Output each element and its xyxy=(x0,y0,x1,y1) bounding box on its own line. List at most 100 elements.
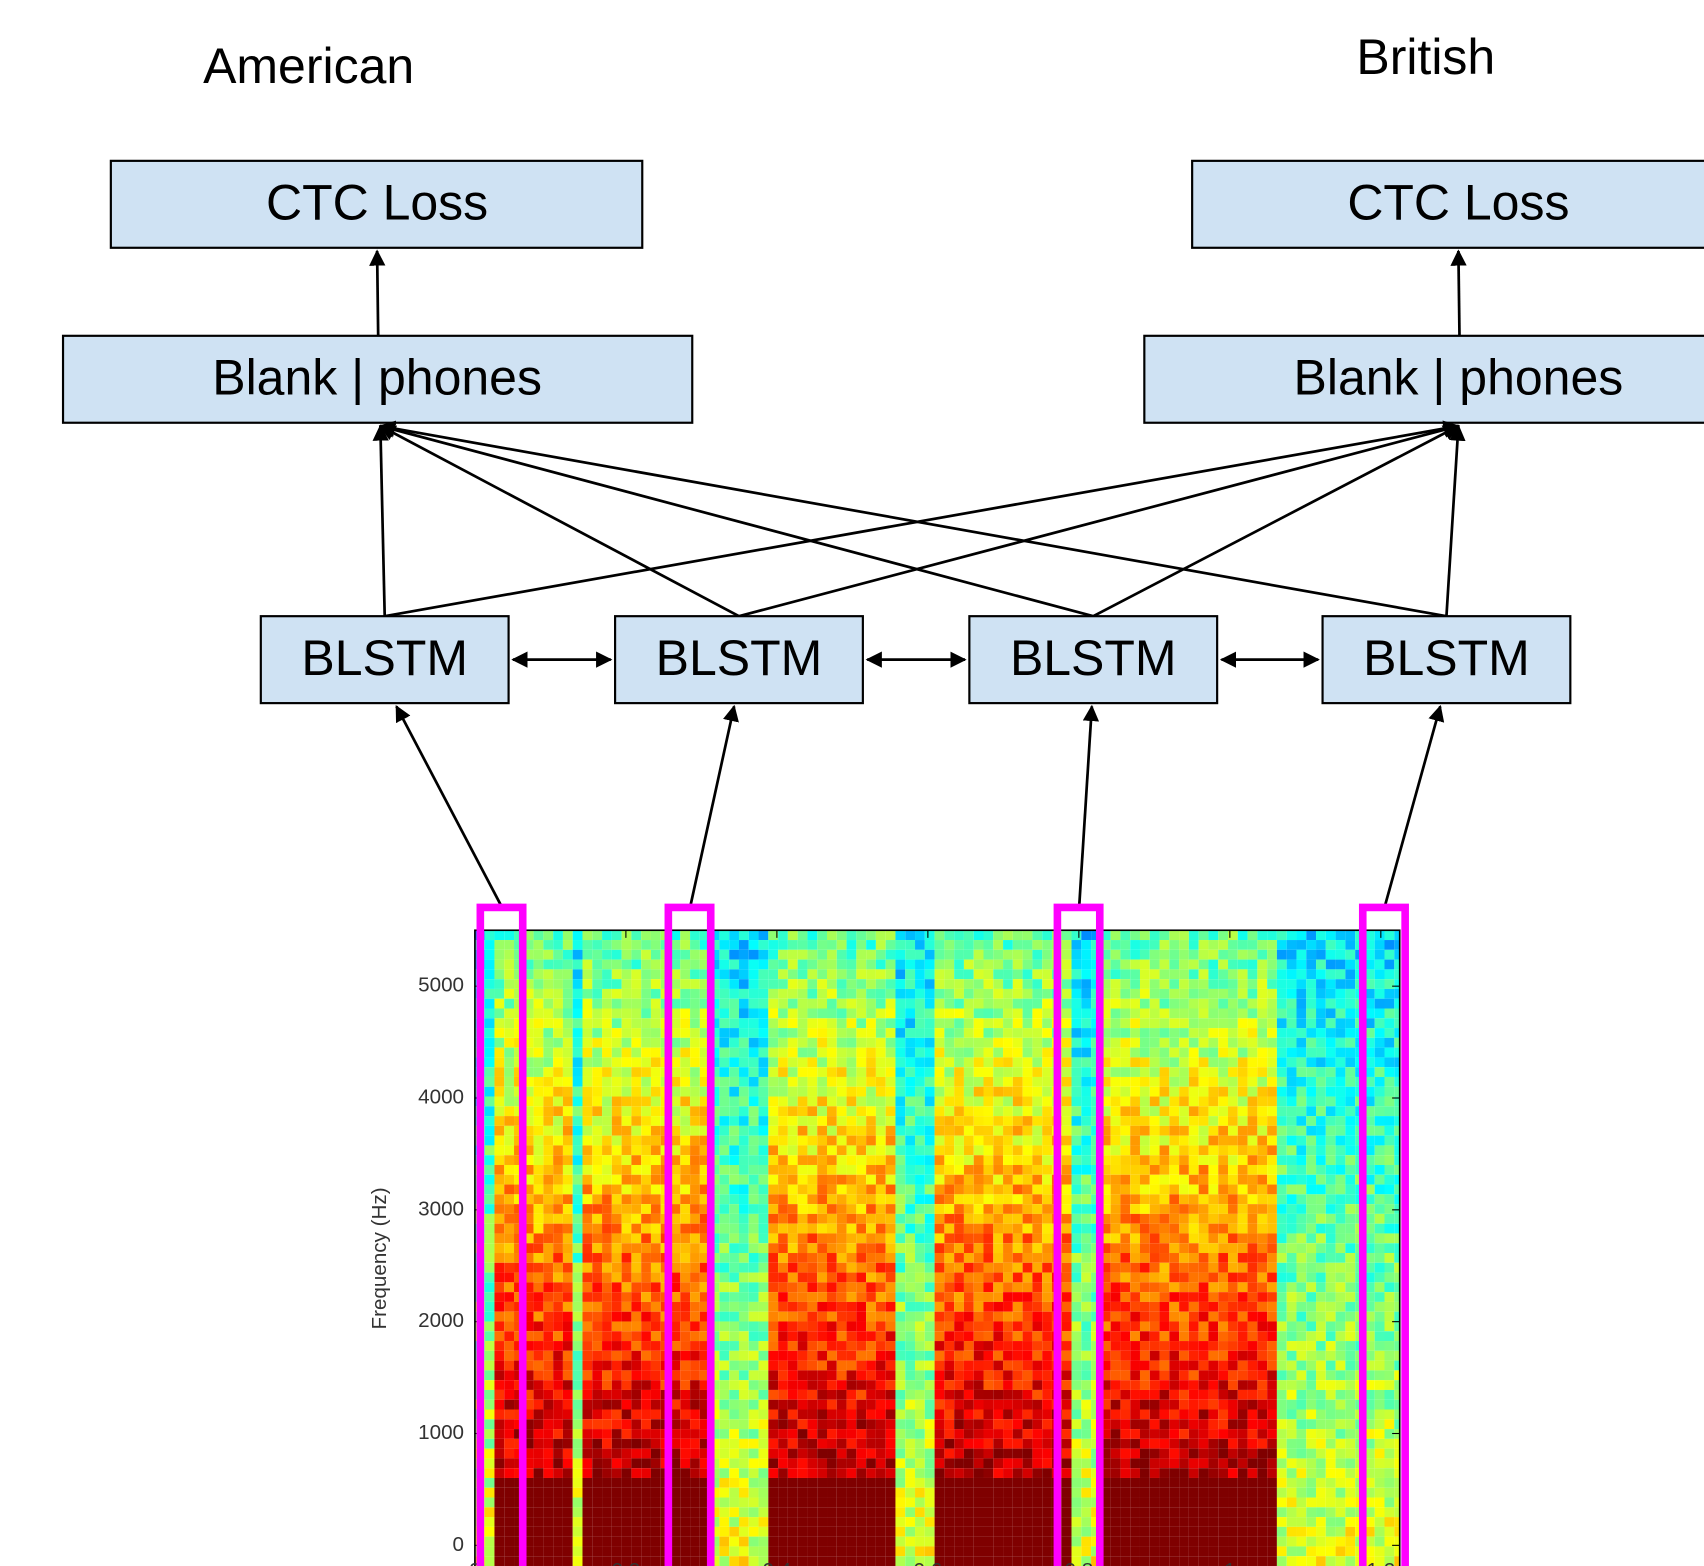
spectrogram-cell xyxy=(690,1008,700,1018)
spectrogram-cell xyxy=(1130,1282,1140,1292)
spectrogram-cell xyxy=(944,1302,954,1312)
spectrogram-cell xyxy=(778,1282,788,1292)
spectrogram-cell xyxy=(749,1116,759,1126)
spectrogram-cell xyxy=(534,999,544,1009)
spectrogram-cell xyxy=(1042,1498,1052,1508)
spectrogram-cell xyxy=(622,1126,632,1136)
spectrogram-cell xyxy=(553,1517,563,1527)
spectrogram-cell xyxy=(612,960,622,970)
spectrogram-cell xyxy=(778,1478,788,1488)
spectrogram-cell xyxy=(954,1537,964,1547)
spectrogram-cell xyxy=(573,1292,583,1302)
spectrogram-cell xyxy=(622,1165,632,1175)
spectrogram-cell xyxy=(856,1410,866,1420)
spectrogram-cell xyxy=(719,1478,729,1488)
spectrogram-cell xyxy=(553,1273,563,1283)
spectrogram-cell xyxy=(935,1507,945,1517)
spectrogram-cell xyxy=(1062,1175,1072,1185)
spectrogram-cell xyxy=(798,1282,808,1292)
spectrogram-cell xyxy=(1023,1028,1033,1038)
spectrogram-cell xyxy=(954,1292,964,1302)
spectrogram-cell xyxy=(729,1498,739,1508)
spectrogram-cell xyxy=(1179,1488,1189,1498)
spectrogram-cell xyxy=(494,999,504,1009)
spectrogram-cell xyxy=(690,1106,700,1116)
spectrogram-cell xyxy=(1032,1048,1042,1058)
spectrogram-cell xyxy=(1111,1263,1121,1273)
spectrogram-cell xyxy=(543,1380,553,1390)
spectrogram-cell xyxy=(1003,1214,1013,1224)
spectrogram-cell xyxy=(592,1321,602,1331)
spectrogram-cell xyxy=(856,1204,866,1214)
spectrogram-cell xyxy=(768,1312,778,1322)
spectrogram-cell xyxy=(719,1077,729,1087)
spectrogram-cell xyxy=(1150,1292,1160,1302)
spectrogram-cell xyxy=(944,1224,954,1234)
spectrogram-cell xyxy=(563,1038,573,1048)
spectrogram-cell xyxy=(935,1194,945,1204)
spectrogram-cell xyxy=(983,1498,993,1508)
spectrogram-cell xyxy=(622,989,632,999)
spectrogram-cell xyxy=(641,1253,651,1263)
spectrogram-cell xyxy=(1160,1527,1170,1537)
spectrogram-cell xyxy=(1150,1331,1160,1341)
spectrogram-cell xyxy=(1003,969,1013,979)
spectrogram-cell xyxy=(729,1410,739,1420)
spectrogram-cell xyxy=(1189,1126,1199,1136)
spectrogram-cell xyxy=(1150,1517,1160,1527)
spectrogram-cell xyxy=(866,1185,876,1195)
spectrogram-cell xyxy=(1042,1067,1052,1077)
spectrogram-cell xyxy=(807,1419,817,1429)
spectrogram-cell xyxy=(690,1410,700,1420)
spectrogram-cell xyxy=(1179,1136,1189,1146)
spectrogram-cell xyxy=(1042,1028,1052,1038)
spectrogram-cell xyxy=(534,1126,544,1136)
spectrogram-cell xyxy=(494,989,504,999)
spectrogram-cell xyxy=(964,1204,974,1214)
spectrogram-cell xyxy=(553,1390,563,1400)
spectrogram-cell xyxy=(641,940,651,950)
spectrogram-cell xyxy=(935,1048,945,1058)
spectrogram-cell xyxy=(1023,1458,1033,1468)
spectrogram-cell xyxy=(974,1126,984,1136)
spectrogram-cell xyxy=(1062,960,1072,970)
spectrogram-cell xyxy=(915,1361,925,1371)
spectrogram-cell xyxy=(504,1145,514,1155)
spectrogram-cell xyxy=(1140,1155,1150,1165)
spectrogram-cell xyxy=(1160,1077,1170,1087)
spectrogram-cell xyxy=(905,1008,915,1018)
spectrogram-cell xyxy=(944,1077,954,1087)
spectrogram-cell xyxy=(983,989,993,999)
spectrogram-cell xyxy=(954,1057,964,1067)
spectrogram-cell xyxy=(494,1214,504,1224)
spectrogram-cell xyxy=(1081,1116,1091,1126)
spectrogram-cell xyxy=(876,1390,886,1400)
spectrogram-cell xyxy=(485,930,495,940)
spectrogram-cell xyxy=(1160,1155,1170,1165)
spectrogram-cell xyxy=(895,999,905,1009)
spectrogram-cell xyxy=(494,1321,504,1331)
spectrogram-cell xyxy=(1072,1341,1082,1351)
spectrogram-cell xyxy=(778,1370,788,1380)
spectrogram-cell xyxy=(759,1429,769,1439)
spectrogram-cell xyxy=(1120,1175,1130,1185)
spectrogram-cell xyxy=(788,1537,798,1547)
spectrogram-cell xyxy=(543,1390,553,1400)
spectrogram-cell xyxy=(876,1077,886,1087)
spectrogram-cell xyxy=(504,1253,514,1263)
spectrogram-cell xyxy=(1042,1253,1052,1263)
spectrogram-cell xyxy=(1072,1077,1082,1087)
spectrogram-cell xyxy=(827,1028,837,1038)
spectrogram-cell xyxy=(1042,1273,1052,1283)
spectrogram-cell xyxy=(582,1165,592,1175)
spectrogram-cell xyxy=(739,1018,749,1028)
spectrogram-cell xyxy=(1013,1488,1023,1498)
spectrogram-cell xyxy=(1179,960,1189,970)
spectrogram-cell xyxy=(1023,979,1033,989)
spectrogram-cell xyxy=(788,1498,798,1508)
spectrogram-cell xyxy=(807,1546,817,1556)
spectrogram-cell xyxy=(1208,1253,1218,1263)
spectrogram-cell xyxy=(749,1556,759,1566)
spectrogram-cell xyxy=(729,1400,739,1410)
spectrogram-cell xyxy=(837,1478,847,1488)
